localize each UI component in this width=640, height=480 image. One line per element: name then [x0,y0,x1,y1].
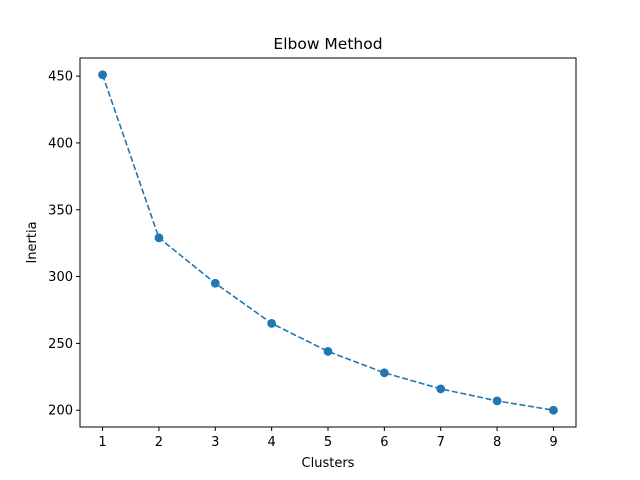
x-tick-label: 9 [549,435,557,450]
y-tick-label: 300 [48,270,73,285]
x-tick-label: 7 [437,435,445,450]
x-tick-label: 8 [493,435,501,450]
y-tick-label: 400 [48,136,73,151]
chart-title: Elbow Method [273,35,382,53]
series-line [101,74,554,412]
data-point [267,318,277,328]
x-axis-label: Clusters [302,456,355,471]
y-tick-label: 350 [48,203,73,218]
plot-area [80,58,576,427]
y-tick-label: 250 [48,337,73,352]
data-point [154,233,164,243]
x-tick-label: 6 [380,435,388,450]
x-tick-label: 2 [155,435,163,450]
x-tick-label: 4 [267,435,275,450]
y-tick-label: 450 [48,70,73,85]
x-axis-ticks: 1 2 3 4 5 6 7 8 9 [98,427,558,450]
x-tick-label: 3 [211,435,219,450]
data-point [210,278,220,288]
x-tick-label: 5 [324,435,332,450]
y-axis-ticks: 200 250 300 350 400 450 [48,70,80,419]
data-point [323,347,333,356]
data-point [436,384,446,394]
y-axis-label: Inertia [25,221,40,263]
x-tick-label: 1 [98,435,106,450]
y-tick-label: 200 [48,404,73,419]
series-layer [98,70,558,415]
data-point [549,405,558,415]
plot-frame [79,57,577,428]
data-point [492,396,502,406]
data-point [379,368,389,378]
data-point [98,70,107,80]
